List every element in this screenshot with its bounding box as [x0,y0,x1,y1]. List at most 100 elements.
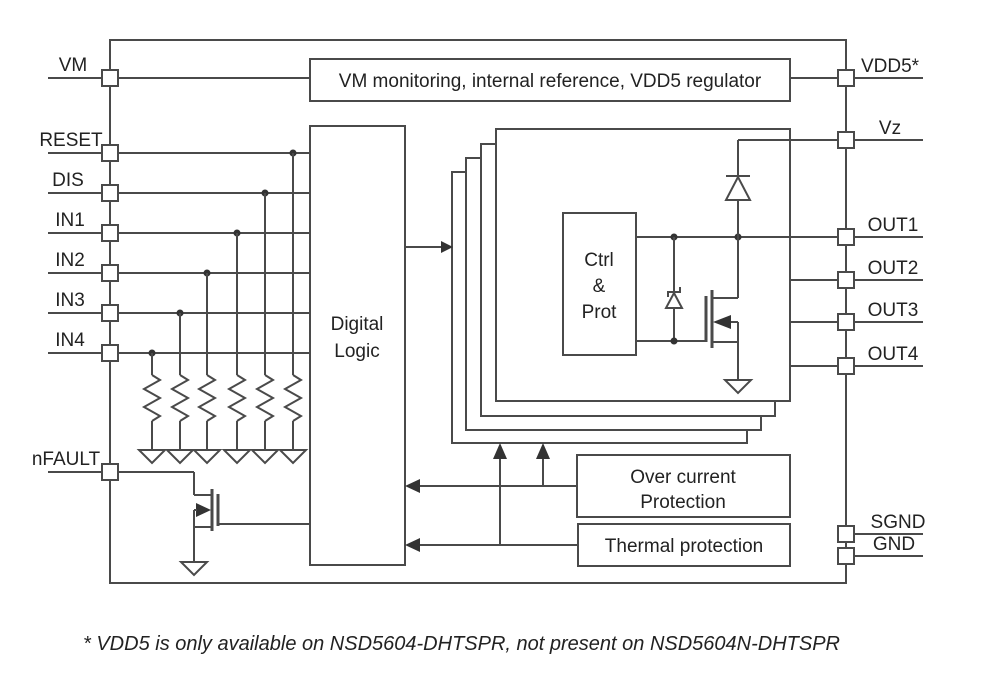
pin-label-reset: RESET [39,130,103,151]
pin-pad-in4 [101,344,119,362]
pin-pad-out3 [837,313,855,331]
wire-in4 [118,349,310,357]
pin-in1: IN1 [48,210,102,234]
pin-nfault: nFAULT [32,449,102,473]
pin-pad-out4 [837,357,855,375]
mosfet-body-arrow-icon [713,315,731,329]
pin-pads [101,69,855,565]
pin-vz: Vz [854,118,923,141]
pin-out2: OUT2 [854,258,923,281]
block-ctrl-prot: Ctrl & Prot [562,212,637,356]
block-ctrl-prot-line1: Ctrl [584,250,614,271]
pin-label-nfault: nFAULT [32,449,101,470]
block-vm-regulator-label: VM monitoring, internal reference, VDD5 … [339,71,762,92]
pin-label-sgnd: SGND [871,512,926,533]
zener-clamp-icon [664,237,684,341]
pulldown-resistor-in3 [164,313,196,465]
ground-icon [178,561,210,577]
wire-reset [118,149,310,157]
pin-in3: IN3 [48,290,102,314]
pin-label-vdd5: VDD5* [861,56,920,77]
pin-out1: OUT1 [854,215,923,238]
block-digital-logic: Digital Logic [309,125,406,566]
block-over-current-line1: Over current [630,467,736,488]
pin-pad-dis [101,184,119,202]
wire-overcurrent-to-logic [405,443,577,493]
ground-icon [249,449,281,465]
pin-pad-nfault [101,463,119,481]
pulldown-resistor-reset [277,153,309,465]
pin-label-vm: VM [59,55,88,76]
block-thermal: Thermal protection [577,523,791,567]
arrowhead-left-icon [405,538,420,552]
wire-in3 [118,309,310,317]
block-digital-logic-label-line1: Digital [331,314,384,335]
output-mosfet-icon [636,237,754,395]
pin-in2: IN2 [48,250,102,274]
pin-in4: IN4 [48,330,102,354]
pin-out4: OUT4 [854,344,923,367]
block-thermal-label: Thermal protection [605,536,763,557]
block-over-current-line2: Protection [640,492,726,513]
nfault-mosfet-icon [118,471,310,577]
ground-icon [164,449,196,465]
pin-pad-gnd [837,547,855,565]
pin-pad-vm [101,69,119,87]
pulldown-resistor-in1 [221,233,253,465]
pin-label-dis: DIS [52,170,84,191]
pin-pad-out2 [837,271,855,289]
wire-thermal-to-logic [405,443,578,552]
pin-pad-vz [837,131,855,149]
pin-label-in1: IN1 [55,210,85,231]
channel-cell-1 [495,128,791,402]
wire-vz [737,139,838,176]
ground-icon [277,449,309,465]
arrowhead-right-icon [441,241,453,253]
block-ctrl-prot-line3: Prot [582,302,618,323]
pin-pad-vdd5 [837,69,855,87]
block-vm-regulator: VM monitoring, internal reference, VDD5 … [309,58,838,102]
ground-icon [722,379,754,395]
footnote: * VDD5 is only available on NSD5604-DHTS… [83,633,840,655]
pin-reset: RESET [39,130,103,154]
pin-label-in3: IN3 [55,290,85,311]
pin-dis: DIS [48,170,102,194]
pin-vm: VM [48,55,102,79]
wire-dis [118,189,310,197]
block-digital-logic-label-line2: Logic [334,341,379,362]
pulldown-resistor-in4 [136,353,168,465]
freewheel-diode-icon [724,174,752,237]
pin-pad-sgnd [837,525,855,543]
pin-pad-in1 [101,224,119,242]
pin-vdd5: VDD5* [854,56,923,79]
wire-in2 [118,269,310,277]
pin-label-out2: OUT2 [868,258,919,279]
pin-pad-in3 [101,304,119,322]
pin-gnd: GND [854,534,923,557]
ground-icon [221,449,253,465]
pin-label-out3: OUT3 [868,300,919,321]
pin-out3: OUT3 [854,300,923,323]
pin-label-in4: IN4 [55,330,85,351]
block-over-current: Over current Protection [576,454,791,518]
ground-icon [191,449,223,465]
block-ctrl-prot-line2: & [593,276,606,297]
pin-label-gnd: GND [873,534,915,555]
pin-label-out4: OUT4 [868,344,919,365]
pin-label-out1: OUT1 [868,215,919,236]
pin-label-in2: IN2 [55,250,85,271]
wire-in1 [118,229,310,237]
ground-icon [136,449,168,465]
mosfet-body-arrow-icon [196,503,211,517]
pin-pad-out1 [837,228,855,246]
pin-pad-in2 [101,264,119,282]
pin-label-vz: Vz [879,118,901,139]
arrowhead-up-icon [493,443,507,459]
pulldown-resistor-in2 [191,273,223,465]
pulldown-resistor-dis [249,193,281,465]
arrow-logic-to-channels [405,241,453,253]
pin-sgnd: SGND [854,512,926,535]
arrowhead-left-icon [405,479,420,493]
